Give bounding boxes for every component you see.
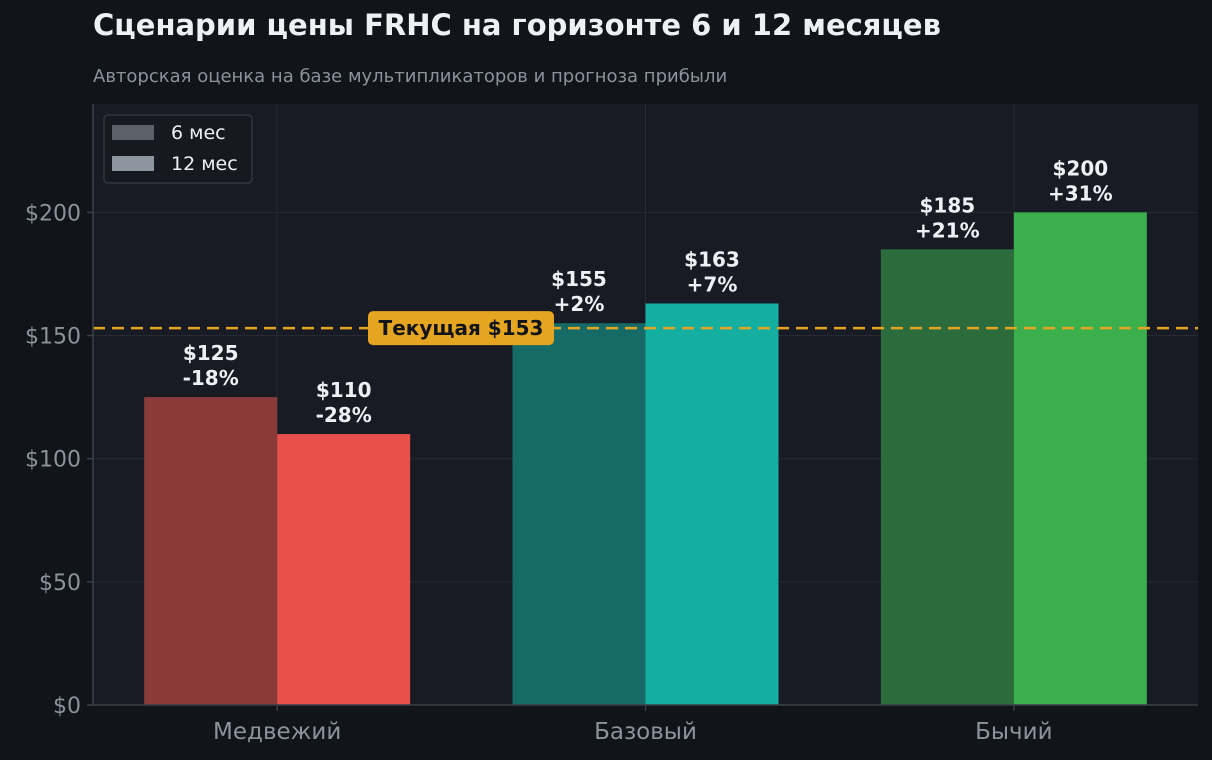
data-label: +21%: [915, 218, 980, 242]
legend-label: 12 мес: [171, 153, 238, 175]
bar: [1013, 212, 1147, 705]
bar: [512, 323, 646, 705]
x-tick-label: Медвежий: [213, 719, 341, 745]
data-label: -28%: [316, 403, 372, 427]
bar: [880, 249, 1014, 705]
legend-swatch: [112, 156, 154, 171]
data-label: -18%: [183, 366, 239, 390]
data-label: +2%: [554, 292, 605, 316]
legend-swatch: [112, 125, 154, 140]
current-price-badge: [368, 311, 554, 346]
data-label: $125: [183, 341, 239, 365]
data-label: +31%: [1048, 181, 1113, 205]
bar: [144, 397, 278, 705]
y-tick-label: $150: [25, 325, 81, 350]
chart-subtitle: Авторская оценка на базе мультипликаторо…: [93, 66, 728, 87]
x-tick-label: Бычий: [975, 719, 1052, 745]
data-label: +7%: [687, 273, 738, 297]
bar: [277, 434, 411, 705]
data-label: $185: [919, 193, 975, 217]
legend-label: 6 мес: [171, 122, 226, 144]
chart-title: Сценарии цены FRHC на горизонте 6 и 12 м…: [93, 8, 941, 42]
current-price-label: Текущая $153: [379, 316, 544, 340]
data-label: $155: [551, 267, 607, 291]
y-tick-label: $0: [53, 694, 81, 719]
y-tick-label: $50: [39, 571, 81, 596]
data-label: $163: [684, 248, 740, 272]
bar: [645, 303, 779, 705]
y-tick-label: $200: [25, 201, 81, 226]
data-label: $200: [1052, 156, 1108, 180]
x-tick-label: Базовый: [594, 719, 697, 745]
data-label: $110: [316, 378, 372, 402]
y-tick-label: $100: [25, 448, 81, 473]
